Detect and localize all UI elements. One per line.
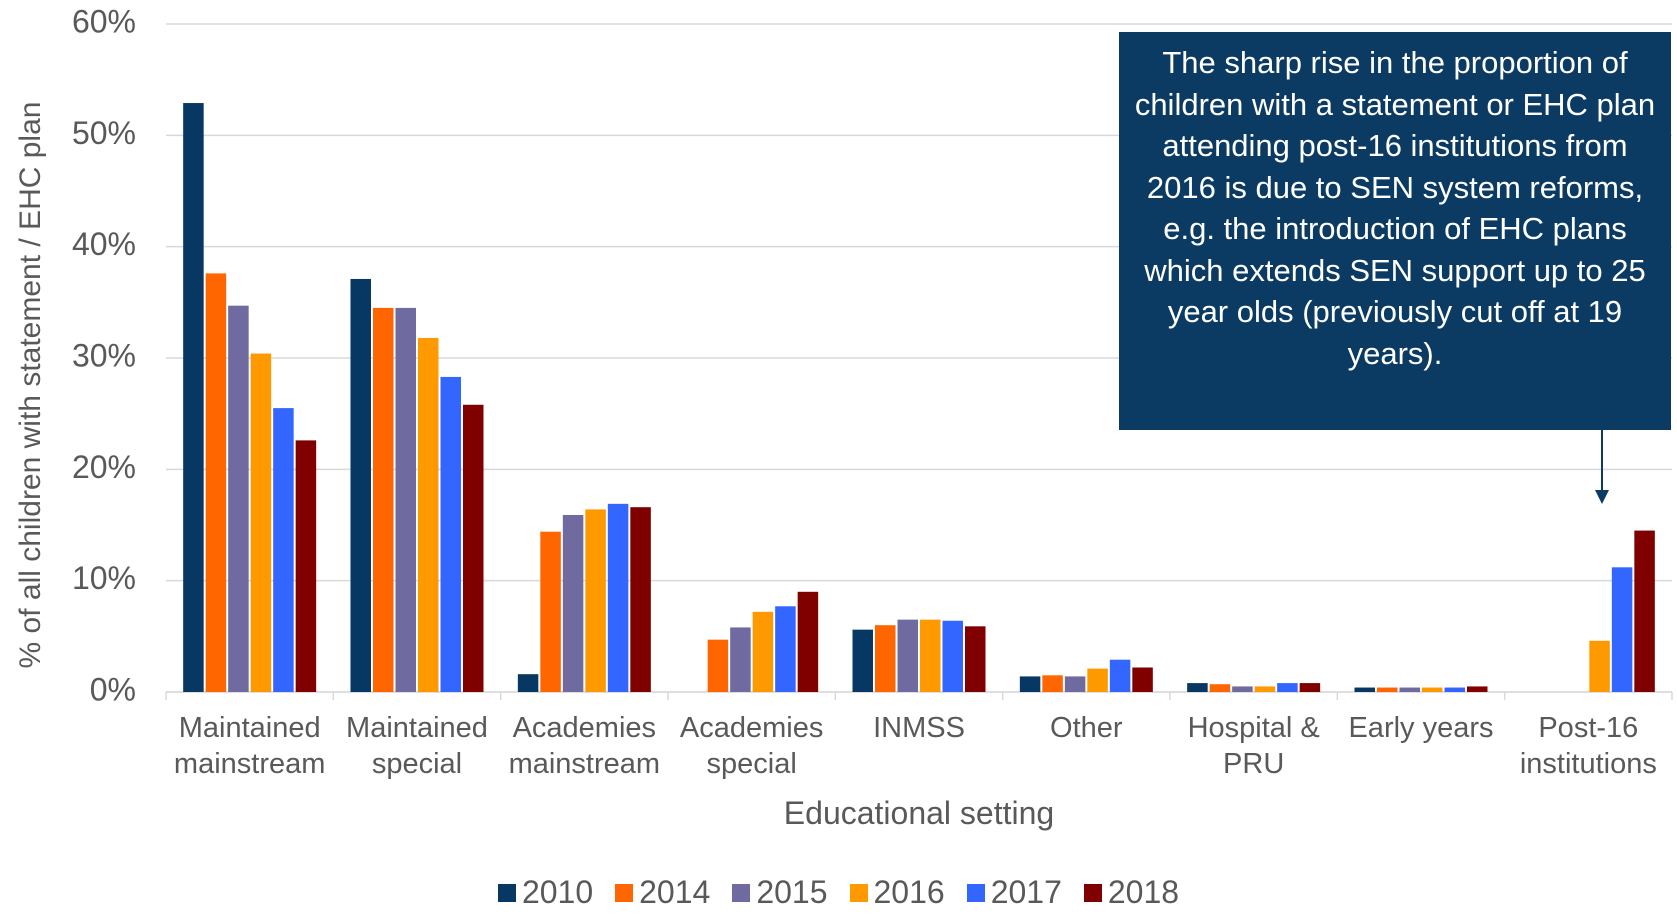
bar <box>875 625 896 692</box>
x-tick-label: Maintained mainstream <box>173 712 326 780</box>
x-tick-label: INMSS <box>873 712 965 744</box>
bar <box>463 404 484 692</box>
bar <box>897 619 918 692</box>
legend-swatch <box>732 883 751 902</box>
bar <box>707 639 729 692</box>
x-tick-label: Maintained special <box>346 712 488 780</box>
bar <box>395 307 416 692</box>
y-tick-label: 20% <box>72 449 136 485</box>
x-tick-label: Early years <box>1348 712 1494 744</box>
bar <box>440 376 461 692</box>
legend-item: 2015 <box>732 874 828 911</box>
bar <box>1354 687 1375 692</box>
bar <box>205 273 227 692</box>
legend-swatch <box>1083 883 1102 902</box>
bar <box>920 619 941 692</box>
legend-label: 2016 <box>873 874 945 910</box>
bar <box>517 674 539 692</box>
bar <box>1589 640 1610 692</box>
bar <box>852 629 873 692</box>
bar <box>250 353 272 692</box>
legend-label: 2015 <box>756 874 828 910</box>
legend-label: 2017 <box>990 874 1062 910</box>
bar <box>607 503 629 692</box>
x-tick-label: Hospital & PRU <box>1187 712 1320 780</box>
bar <box>1422 687 1443 692</box>
legend-swatch <box>497 883 516 902</box>
bar <box>1254 686 1276 692</box>
bar <box>1042 675 1063 692</box>
x-axis-label: Educational setting <box>783 795 1055 831</box>
y-tick-label: 30% <box>72 337 136 373</box>
bar <box>1209 684 1231 692</box>
bar <box>630 507 651 692</box>
bar <box>350 278 371 692</box>
bar <box>752 611 774 692</box>
bar <box>1019 676 1041 692</box>
legend-swatch <box>615 883 634 902</box>
y-tick-label: 60% <box>72 3 136 39</box>
bar <box>1087 668 1108 692</box>
bar <box>1132 667 1153 692</box>
bar <box>1611 567 1633 692</box>
y-tick-label: 40% <box>72 226 136 262</box>
bar <box>562 514 584 692</box>
legend: 2010 2014 2015 2016 2017 2018 <box>0 874 1677 911</box>
x-tick-label: Other <box>1050 712 1123 744</box>
bar <box>295 440 317 692</box>
bar <box>183 103 204 692</box>
bar <box>775 606 796 692</box>
bar <box>373 307 394 692</box>
bar <box>1444 687 1465 692</box>
legend-swatch <box>966 883 985 902</box>
legend-item: 2017 <box>966 874 1062 911</box>
bar <box>1377 687 1398 692</box>
bar <box>228 305 249 692</box>
bar <box>1277 683 1298 692</box>
bar <box>1232 686 1253 692</box>
y-axis-label: % of all children with statement / EHC p… <box>14 102 47 669</box>
legend-item: 2016 <box>849 874 945 911</box>
x-tick-label: Post-16 institutions <box>1519 712 1657 780</box>
arrow-head <box>1595 490 1609 504</box>
bar <box>1109 659 1131 692</box>
y-tick-label: 0% <box>90 671 136 707</box>
bar <box>1064 676 1086 692</box>
bar <box>1399 687 1420 692</box>
legend-label: 2018 <box>1107 874 1180 910</box>
bar <box>942 620 963 692</box>
bar <box>1467 686 1488 692</box>
y-tick-label: 10% <box>72 560 136 596</box>
bar <box>1634 530 1655 692</box>
bar <box>797 591 819 692</box>
x-tick-label: Academies mainstream <box>508 712 661 780</box>
bar <box>1299 683 1321 692</box>
bar <box>965 626 986 692</box>
bar <box>1187 683 1208 692</box>
bar <box>585 509 606 692</box>
bar <box>540 531 561 692</box>
annotation: The sharp rise in the proportion of chil… <box>1119 32 1671 430</box>
x-tick-label: Academies special <box>679 712 824 780</box>
legend-swatch <box>849 883 868 902</box>
legend-label: 2014 <box>639 874 711 910</box>
legend-item: 2014 <box>615 874 710 911</box>
legend-label: 2010 <box>521 874 594 910</box>
legend-item: 2010 <box>497 874 594 911</box>
legend-item: 2018 <box>1083 874 1180 911</box>
bar <box>730 627 751 692</box>
bar <box>273 408 294 692</box>
bar <box>418 337 439 692</box>
y-tick-label: 50% <box>72 115 136 151</box>
